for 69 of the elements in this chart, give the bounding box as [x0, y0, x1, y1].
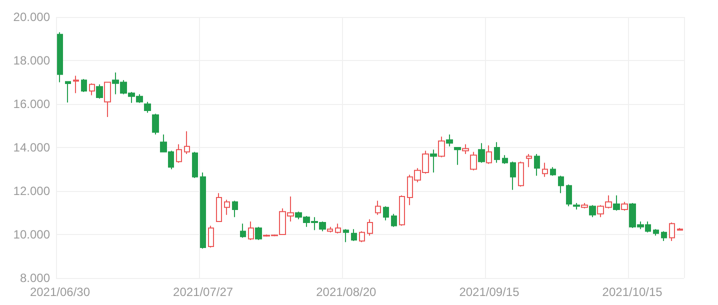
y-tick-label: 20.000 [13, 10, 50, 24]
candlestick [454, 147, 461, 166]
candlestick [375, 200, 381, 216]
candlestick [200, 172, 206, 250]
candlestick [566, 184, 572, 207]
candlestick [240, 223, 246, 238]
candlestick [558, 175, 564, 194]
x-tick-label: 2021/09/15 [459, 285, 520, 299]
candlestick [478, 142, 485, 164]
candlestick [65, 80, 71, 103]
candlestick [661, 230, 667, 242]
candlestick [438, 136, 445, 158]
candlestick [224, 199, 230, 216]
candlestick [510, 161, 516, 190]
candlestick [232, 200, 238, 218]
candlestick [343, 228, 349, 243]
candlestick [248, 220, 254, 240]
candlestick [462, 144, 469, 155]
candlestick [621, 201, 628, 212]
candlestick [176, 144, 182, 164]
candlestick [430, 149, 437, 174]
candlestick [81, 78, 87, 93]
y-tick-label: 8.000 [20, 271, 50, 285]
x-tick-label: 2021/07/27 [173, 285, 234, 299]
candlestick [486, 144, 492, 164]
candlestick [216, 192, 222, 222]
candlestick [359, 230, 365, 243]
candlestick [502, 154, 508, 164]
candlestick [89, 82, 95, 96]
candlestick [518, 161, 524, 188]
candlestick [534, 154, 540, 176]
candlestick [542, 162, 548, 178]
candlestick [351, 228, 357, 242]
candlestick [446, 134, 453, 147]
x-tick-label: 2021/06/30 [30, 285, 90, 299]
candlestick [494, 142, 500, 164]
x-tick-label: 2021/10/15 [602, 285, 663, 299]
candlestick [677, 227, 683, 231]
candlestick [327, 226, 333, 233]
y-tick-label: 18.000 [13, 54, 50, 68]
candlestick [613, 194, 620, 212]
candlestick [391, 213, 397, 228]
candlestick [367, 218, 373, 236]
candlestick [383, 206, 389, 221]
candlestick [255, 226, 262, 240]
candlestick [653, 228, 659, 236]
y-tick-label: 12.000 [13, 184, 50, 198]
y-tick-label: 10.000 [13, 228, 50, 242]
x-tick-label: 2021/08/20 [316, 285, 377, 299]
candlestick [57, 32, 63, 83]
y-tick-label: 16.000 [13, 97, 50, 111]
candlestick [96, 84, 103, 100]
candlestick [152, 113, 159, 135]
candlestick [399, 194, 405, 226]
candlestick [144, 101, 151, 114]
candlestick [526, 154, 532, 168]
candlestick [550, 166, 556, 176]
candlestick [581, 202, 588, 209]
candlestick [208, 225, 214, 248]
candlestick [184, 130, 190, 155]
candlestick [192, 151, 198, 178]
candlestick [589, 204, 596, 218]
candlestick [335, 223, 341, 234]
y-tick-label: 14.000 [13, 140, 50, 154]
candlestick [573, 202, 580, 210]
candlestick [104, 82, 111, 118]
candlestick [73, 75, 79, 94]
candlestick [470, 151, 477, 171]
candlestick [669, 222, 675, 242]
